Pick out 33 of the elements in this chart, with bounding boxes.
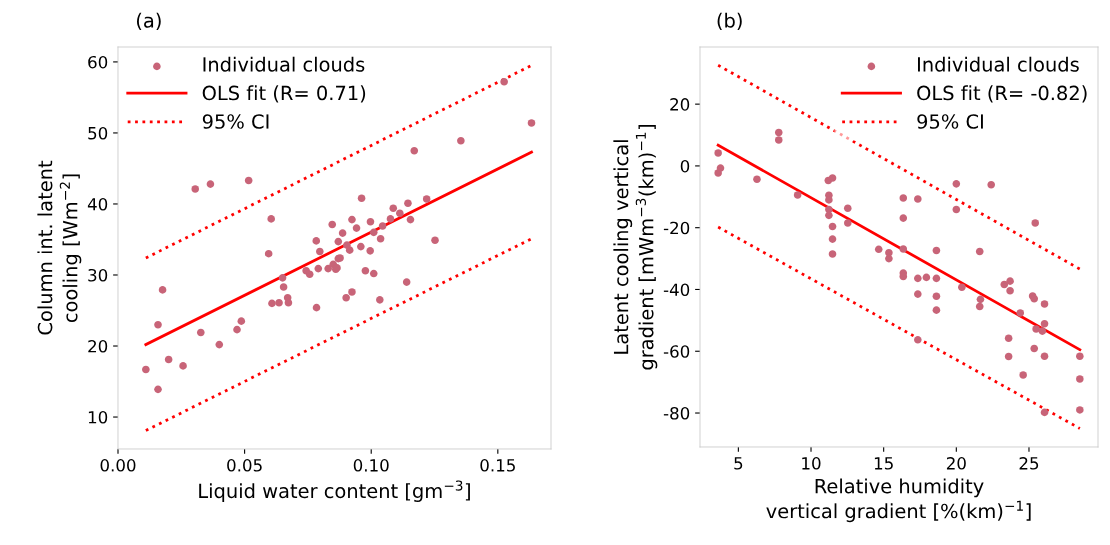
y-tick-label: 20 bbox=[88, 339, 108, 353]
x-tick-label: 0.15 bbox=[480, 459, 515, 472]
x-axis-title: Liquid water content [gm$^{−3}$] bbox=[199, 480, 470, 502]
y-tick-label: 10 bbox=[88, 411, 108, 424]
legend-label: 95% CI bbox=[202, 114, 269, 129]
y-tick-label: -40 bbox=[663, 283, 690, 297]
y-tick-label: 40 bbox=[87, 197, 108, 211]
y-tick-label: 60 bbox=[88, 55, 108, 69]
y-tick-label: -80 bbox=[663, 406, 690, 420]
x-tick-label: 20 bbox=[946, 457, 966, 470]
chart-title: (b) bbox=[717, 12, 742, 31]
x-tick-label: 5 bbox=[734, 457, 743, 470]
x-tick-label: 0.10 bbox=[353, 459, 389, 472]
x-tick-label: 0.00 bbox=[100, 459, 136, 472]
x-tick-label: 15 bbox=[874, 457, 893, 470]
legend-label: OLS fit (R= 0.71) bbox=[202, 85, 366, 103]
legend-label: OLS fit (R= -0.82) bbox=[917, 85, 1087, 103]
legend-label: 95% CI bbox=[917, 114, 983, 129]
y-tick-label: 30 bbox=[88, 268, 108, 282]
x-tick-label: 0.05 bbox=[227, 459, 262, 472]
x-tick-label: 25 bbox=[1019, 457, 1039, 470]
y-tick-label: 0 bbox=[680, 159, 690, 173]
y-tick-label: 50 bbox=[88, 126, 108, 140]
chart-title: (a) bbox=[136, 12, 161, 31]
y-axis-title: Column int. latent cooling [Wm$^{−2}$] bbox=[37, 160, 82, 335]
legend-label: Individual clouds bbox=[918, 56, 1079, 72]
y-tick-label: -20 bbox=[663, 221, 690, 235]
x-axis-title: Relative humidity vertical gradient [%(km)$^{−1}$] bbox=[766, 478, 1031, 523]
legend-label: Individual clouds bbox=[203, 56, 365, 72]
y-tick-label: -60 bbox=[663, 345, 690, 358]
x-tick-label: 10 bbox=[802, 457, 821, 470]
y-axis-title: Latent cooling vertical gradient [mWm$^{−3}$(km)$^{−1}$] bbox=[613, 125, 658, 370]
y-tick-label: 20 bbox=[670, 98, 690, 111]
